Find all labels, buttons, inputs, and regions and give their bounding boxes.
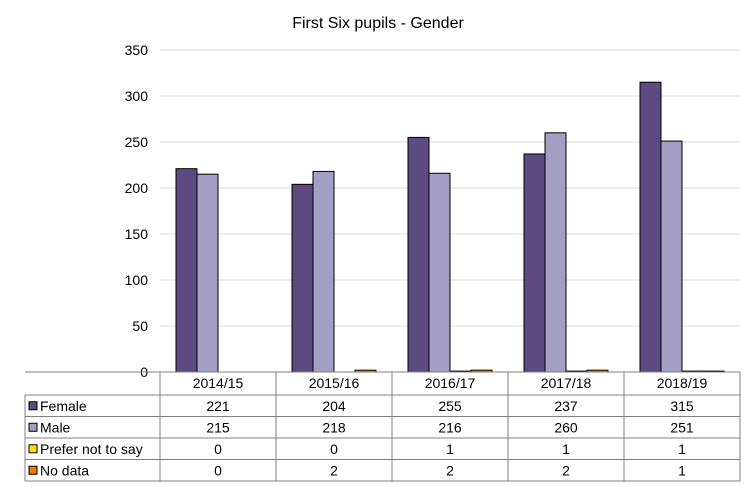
legend-label: Female [40, 398, 87, 414]
data-label: 2 [330, 462, 338, 478]
y-tick-label: 100 [125, 272, 149, 288]
bar [660, 140, 683, 373]
bar [639, 81, 662, 373]
bar [175, 168, 198, 373]
category-label: 2014/15 [193, 375, 244, 391]
data-label: 0 [214, 441, 222, 457]
bars [175, 81, 725, 373]
bar [407, 136, 430, 373]
data-label: 218 [322, 419, 346, 435]
y-tick-label: 250 [125, 134, 149, 150]
data-label: 315 [670, 398, 694, 414]
y-tick-label: 300 [125, 88, 149, 104]
y-tick-label: 50 [132, 318, 148, 334]
data-label: 204 [322, 398, 346, 414]
legend-label: No data [40, 462, 89, 478]
data-label: 0 [330, 441, 338, 457]
legend-label: Prefer not to say [40, 441, 143, 457]
data-label: 216 [438, 419, 462, 435]
y-tick-label: 350 [125, 42, 149, 58]
bar [196, 173, 219, 373]
data-label: 2 [562, 462, 570, 478]
category-label: 2015/16 [309, 375, 360, 391]
y-tick-label: 150 [125, 226, 149, 242]
category-label: 2018/19 [657, 375, 708, 391]
data-table: 2014/15 2015/16 2016/17 2017/18 2018/19 Femal… [24, 371, 741, 482]
data-label: 1 [446, 441, 454, 457]
bar [523, 153, 546, 373]
bar [291, 183, 314, 373]
data-label: 237 [554, 398, 578, 414]
bar [544, 132, 567, 373]
data-label: 215 [206, 419, 230, 435]
data-label: 0 [214, 462, 222, 478]
legend-swatch [28, 444, 38, 454]
category-label: 2017/18 [541, 375, 592, 391]
legend-label: Male [40, 419, 71, 435]
data-label: 255 [438, 398, 462, 414]
data-label: 221 [206, 398, 230, 414]
data-label: 260 [554, 419, 578, 435]
bar [428, 172, 451, 373]
legend-swatch [28, 401, 38, 411]
category-label: 2016/17 [425, 375, 476, 391]
legend-swatch [28, 422, 38, 432]
data-label: 1 [562, 441, 570, 457]
legend-swatch [28, 465, 38, 475]
bar [312, 170, 335, 373]
chart-title: First Six pupils - Gender [292, 15, 464, 32]
data-label: 1 [678, 462, 686, 478]
data-label: 1 [678, 441, 686, 457]
data-label: 251 [670, 419, 694, 435]
data-label: 2 [446, 462, 454, 478]
y-tick-label: 200 [125, 180, 149, 196]
